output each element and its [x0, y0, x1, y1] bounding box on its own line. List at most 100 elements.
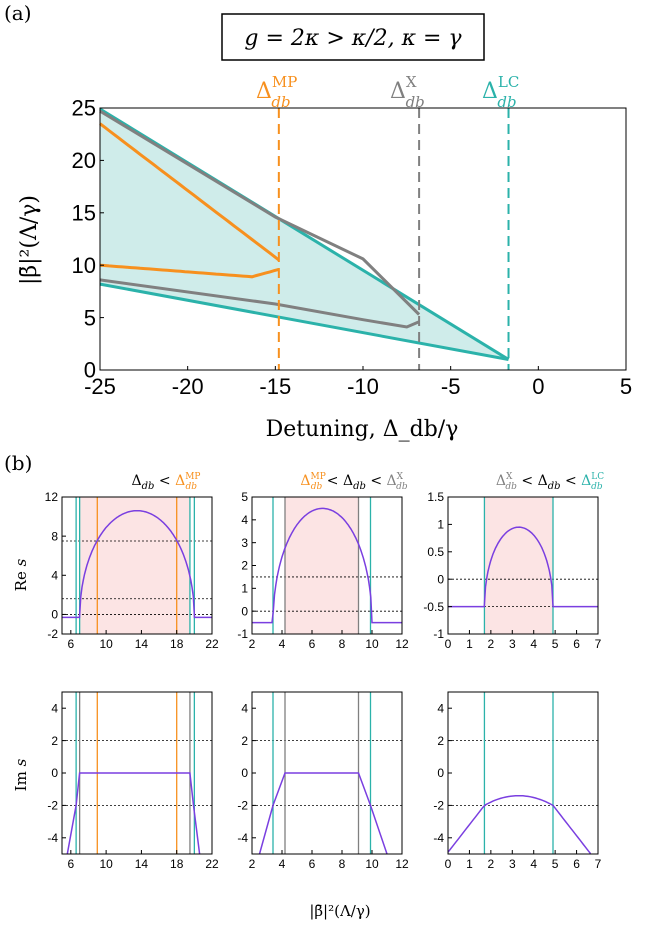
plot-b4: 6 10 14 18 22 -4 -2 0 2 4: [47, 691, 219, 871]
vline-labels-a: ΔMP db ΔX db ΔLC db: [256, 73, 519, 111]
x-tick-label: 6: [67, 637, 74, 651]
y-tick-label: 0: [437, 766, 444, 780]
y-tick-label: 4: [51, 701, 58, 715]
x-tick-label: -20: [172, 374, 204, 399]
y-tick-label: 0: [241, 766, 248, 780]
label-delta-mp: ΔMP db: [256, 73, 297, 111]
y-tick-label: -2: [433, 799, 444, 813]
x-tick-label: 1: [466, 637, 473, 651]
x-tick-label: 0: [532, 374, 544, 399]
y-tick-label: -2: [237, 799, 248, 813]
plot-b5: 2 4 6 8 10 12 -4 -2 0 2 4: [237, 691, 409, 871]
x-tick-label: 12: [395, 637, 409, 651]
gray-lower-branch: [99, 278, 420, 329]
y-tick-label: -1: [237, 627, 248, 641]
x-tick-label: 10: [99, 857, 113, 871]
panel-label-b: (b): [4, 451, 32, 475]
plot-b3: 0 1 2 3 4 5 6 7-1-0.500.511.5: [423, 490, 601, 651]
x-tick-label: 2: [488, 637, 495, 651]
panel-label-a: (a): [4, 1, 32, 25]
unstable-shade: [285, 497, 359, 634]
plot-a: -25 -20 -15 -10 -5 0 5 0 5 10 15 20 25: [72, 96, 633, 399]
label-delta-x: ΔX db: [390, 73, 425, 111]
y-tick-label: 0: [84, 358, 96, 383]
x-tick-label: 5: [620, 374, 632, 399]
y-tick-label: 0: [51, 608, 58, 622]
y-tick-label: 0: [437, 572, 444, 586]
eigenvalue-curve: [66, 772, 201, 855]
y-tick-label: 0.5: [427, 545, 444, 559]
x-tick-label: 10: [365, 637, 379, 651]
y-tick-label: 0: [51, 766, 58, 780]
y-tick-label: -0.5: [423, 600, 444, 614]
y-tick-label: 15: [72, 201, 96, 226]
x-tick-label: 2: [249, 637, 256, 651]
y-tick-label: 8: [51, 529, 58, 543]
teal-lower-boundary: [99, 282, 509, 361]
panel-title-b2: ΔMP db < Δdb < ΔX db: [300, 472, 407, 492]
x-tick-label: -5: [441, 374, 461, 399]
y-tick-label: -2: [47, 799, 58, 813]
x-tick-label: 14: [135, 637, 149, 651]
xlabel-a: Detuning, Δ_db/γ: [266, 417, 459, 442]
orange-lower-branch: [99, 263, 280, 279]
y-tick-label: 2: [241, 734, 248, 748]
y-tick-label: 10: [72, 253, 96, 278]
x-tick-label: 7: [595, 857, 602, 871]
x-tick-label: 18: [170, 857, 184, 871]
x-tick-label: 0: [445, 857, 452, 871]
x-tick-label: 0: [445, 637, 452, 651]
x-tick-label: 12: [395, 857, 409, 871]
x-tick-label: 5: [552, 637, 559, 651]
x-tick-label: 4: [279, 637, 286, 651]
y-tick-label: -4: [433, 831, 444, 845]
x-tick-label: 22: [205, 857, 219, 871]
label-delta-lc: ΔLC db: [482, 73, 519, 111]
bottom-xlabel: |β̄|²(Λ/γ): [309, 902, 370, 920]
y-tick-label: 2: [51, 734, 58, 748]
x-tick-label: 6: [67, 857, 74, 871]
y-tick-label: 2: [437, 734, 444, 748]
plot-frame: [447, 691, 599, 855]
eigenvalue-curve: [258, 772, 388, 855]
y-tick-label: 3: [241, 536, 248, 550]
plot-frame: [61, 496, 213, 635]
x-tick-label: 4: [279, 857, 286, 871]
x-tick-label: 3: [509, 637, 516, 651]
x-tick-label: 22: [205, 637, 219, 651]
y-tick-label: 4: [241, 701, 248, 715]
eigenvalue-curve: [252, 507, 402, 624]
plot-frame: [447, 496, 599, 635]
orange-upper-branch: [99, 122, 280, 262]
y-tick-label: 0: [241, 604, 248, 618]
y-tick-label: 1: [241, 582, 248, 596]
x-tick-label: 4: [530, 857, 537, 871]
y-tick-label: -1: [433, 627, 444, 641]
gray-upper-branch: [99, 109, 421, 316]
unstable-shade: [79, 497, 190, 634]
y-tick-label: 20: [72, 148, 96, 173]
x-tick-label: 10: [99, 637, 113, 651]
y-tick-label: 5: [241, 490, 248, 504]
y-tick-label: -2: [47, 627, 58, 641]
x-tick-label: 10: [365, 857, 379, 871]
x-tick-label: 6: [573, 637, 580, 651]
x-tick-label: 14: [135, 857, 149, 871]
ylabel-im: Im s: [12, 758, 30, 791]
y-tick-label: 2: [241, 559, 248, 573]
y-tick-label: -4: [237, 831, 248, 845]
x-tick-label: 6: [573, 857, 580, 871]
x-tick-label: 2: [249, 857, 256, 871]
x-tick-label: 4: [530, 637, 537, 651]
x-tick-label: -15: [259, 374, 291, 399]
y-tick-label: 12: [45, 490, 59, 504]
y-tick-label: 1.5: [427, 490, 444, 504]
x-tick-label: 6: [309, 857, 316, 871]
ylabel-a: |β̄|²(Λ/γ): [17, 195, 42, 285]
y-tick-label: 5: [84, 305, 96, 330]
plot-b1: 6 10 14 18 22 -2 0 4 8 12: [45, 490, 219, 651]
ylabel-re: Re s: [12, 558, 30, 591]
eigenvalue-curve: [62, 509, 212, 619]
